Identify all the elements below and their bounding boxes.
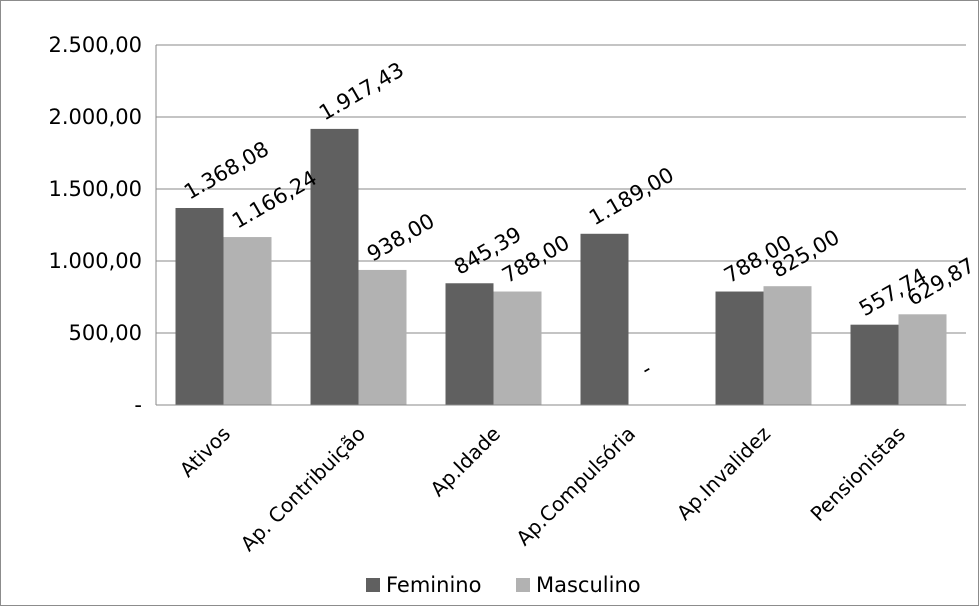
bar-masculino-ap-invalidez: [763, 286, 812, 405]
x-tick-label: Ap.Invalidez: [672, 422, 775, 525]
bar-masculino-ativos: [223, 237, 272, 405]
x-tick-label: Pensionistas: [806, 422, 910, 526]
bar-masculino-pensionistas: [898, 314, 947, 405]
x-tick-label: Ap. Contribuição: [236, 422, 370, 556]
data-label: 1.189,00: [585, 163, 678, 231]
y-tick-label: 1.500,00: [48, 177, 142, 201]
legend-label-feminino: Feminino: [386, 573, 481, 597]
bar-feminino-ap-contribui-o: [310, 128, 359, 405]
data-label: 1.917,43: [315, 58, 408, 126]
legend-swatch-masculino: [516, 578, 530, 592]
legend: Feminino Masculino: [366, 573, 641, 597]
bar-masculino-ap-idade: [493, 291, 542, 405]
bar-feminino-ativos: [175, 207, 224, 405]
axes: [155, 45, 966, 406]
x-axis-ticks: Ativos Ap. Contribuição Ap.Idade Ap.Compuls…: [175, 422, 910, 556]
bar-feminino-ap-compuls-ria: [580, 233, 629, 405]
x-tick-label: Ativos: [175, 422, 235, 482]
y-tick-label: -: [134, 393, 142, 417]
bar-feminino-ap-invalidez: [715, 291, 764, 405]
y-tick-label: 500,00: [69, 321, 142, 345]
x-tick-label: Ap.Idade: [425, 422, 505, 502]
y-tick-label: 1.000,00: [48, 249, 142, 273]
y-axis-ticks: - 500,00 1.000,00 1.500,00 2.000,00 2.500,00: [48, 33, 142, 417]
data-label: 1.166,24: [228, 166, 321, 234]
legend-label-masculino: Masculino: [536, 573, 641, 597]
data-label: 938,00: [363, 209, 439, 267]
bar-feminino-ap-idade: [445, 283, 494, 405]
bar-feminino-pensionistas: [850, 324, 899, 405]
bars: [175, 128, 947, 405]
x-tick-label: Ap.Compulsória: [511, 422, 640, 551]
grid-lines: [156, 44, 966, 334]
y-tick-label: 2.000,00: [48, 105, 142, 129]
data-label: -: [637, 357, 656, 382]
y-tick-label: 2.500,00: [48, 33, 142, 57]
legend-swatch-feminino: [366, 578, 380, 592]
bar-masculino-ap-contribui-o: [358, 269, 407, 405]
